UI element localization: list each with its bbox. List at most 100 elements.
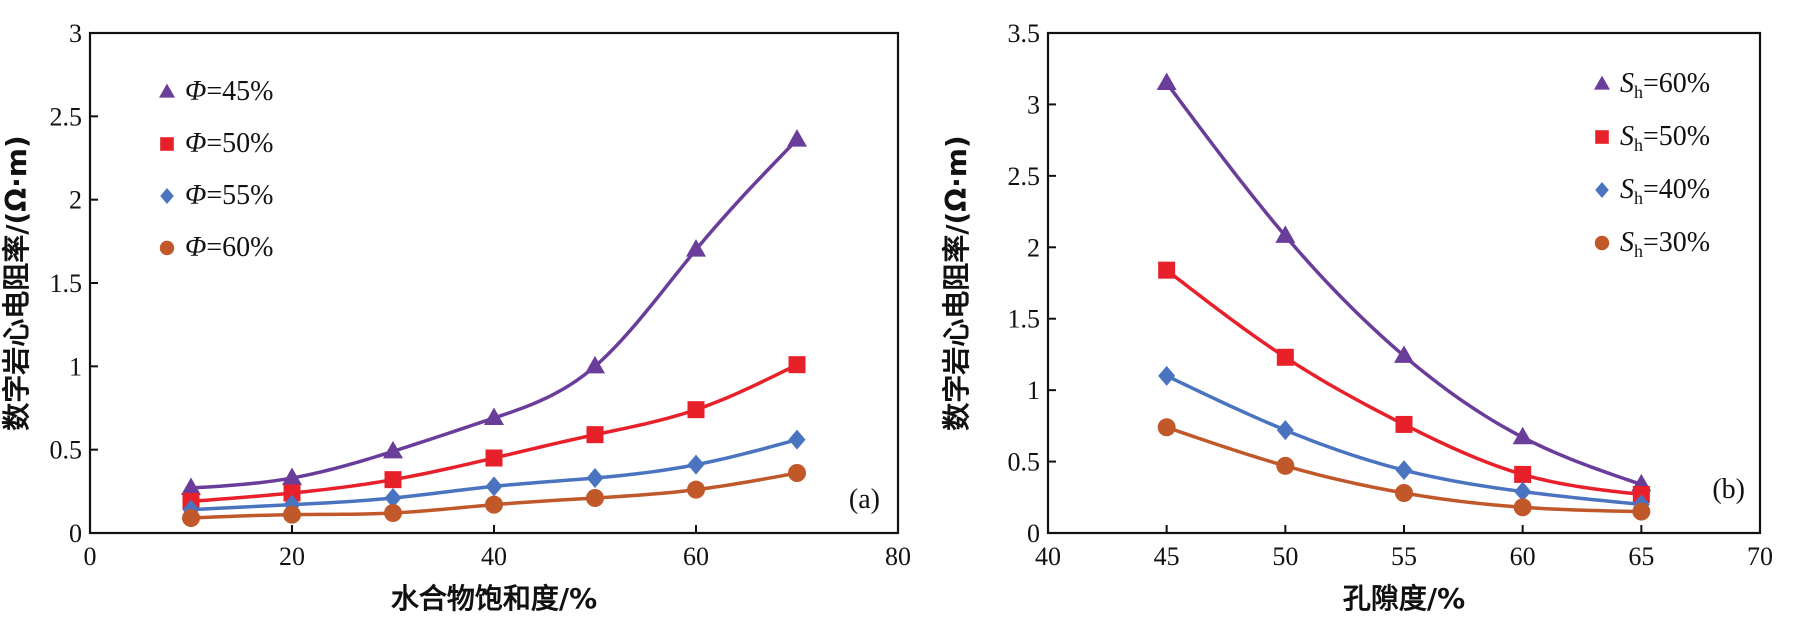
data-point [384, 488, 402, 508]
chart-panel-1: 0 20 40 60 80 0 0.5 1 1.5 2 2.5 3 水合物饱和度/% 数字岩心电阻率/(Ω… [0, 19, 911, 615]
data-point [1158, 261, 1176, 279]
data-point [1513, 498, 1532, 517]
legend: Φ=45% Φ=50% Φ=55% Φ=60% [159, 76, 273, 263]
data-point [384, 471, 402, 489]
x-axis-title: 孔隙度/% [1343, 582, 1465, 615]
x-tick-label: 70 [1747, 542, 1773, 571]
legend-label: Φ=60% [185, 232, 273, 263]
data-point [687, 454, 705, 475]
x-axis-title: 水合物饱和度/% [391, 582, 597, 615]
series-4 [1157, 418, 1651, 521]
y-tick-label: 1 [1027, 376, 1040, 405]
x-tick-label: 40 [1035, 542, 1061, 571]
data-point [686, 239, 706, 257]
data-point [586, 468, 604, 488]
data-point [485, 476, 503, 497]
data-point [1395, 415, 1413, 433]
data-point [687, 401, 705, 419]
x-tick-label: 55 [1391, 542, 1417, 571]
data-point [1276, 348, 1294, 366]
series-1 [1156, 72, 1652, 492]
legend-label: Sh=30% [1620, 227, 1710, 261]
legend-marker [1594, 235, 1610, 251]
data-point [283, 505, 301, 524]
data-point [282, 467, 302, 485]
x-tick-label: 60 [683, 542, 709, 571]
data-point [1632, 502, 1651, 521]
fit-curve [190, 138, 799, 490]
y-tick-label: 0.5 [1008, 448, 1041, 477]
legend-label: Sh=60% [1620, 68, 1710, 102]
y-tick-label: 3.5 [1008, 19, 1041, 48]
chart-panel-2: 40 45 50 55 60 65 70 0 0.5 1 1.5 2 2.5 3 3.5 孔隙度/% 数字岩心电… [940, 19, 1773, 615]
y-tick-label: 2 [69, 186, 82, 215]
legend-label: Sh=50% [1620, 121, 1710, 155]
legend-marker [159, 240, 175, 256]
x-tick-label: 60 [1510, 542, 1536, 571]
data-point [787, 129, 807, 147]
y-tick-label: 1.5 [50, 269, 83, 298]
panel-label: (a) [849, 484, 880, 515]
data-point [1395, 460, 1413, 481]
data-point [1156, 72, 1177, 90]
data-point [1158, 365, 1176, 386]
legend-marker [1595, 182, 1609, 198]
data-point [484, 407, 504, 425]
x-tick-label: 80 [885, 542, 911, 571]
data-point [384, 504, 402, 522]
legend-marker [160, 188, 174, 204]
x-tick-label: 50 [1272, 542, 1298, 571]
data-point [283, 494, 301, 515]
data-point [1394, 345, 1414, 363]
data-point [1514, 465, 1532, 483]
data-point [1514, 481, 1532, 502]
series-3 [182, 429, 806, 520]
x-tick-label: 65 [1628, 542, 1654, 571]
y-tick-label: 1.5 [1008, 305, 1041, 334]
legend: Sh=60% Sh=50% Sh=40% Sh=30% [1594, 68, 1710, 261]
legend-label: Φ=55% [185, 180, 273, 211]
legend-marker [159, 83, 175, 98]
y-tick-label: 0 [1027, 519, 1040, 548]
data-point [181, 477, 201, 495]
data-point [485, 495, 503, 514]
series-1 [181, 129, 807, 495]
plot-frame [1046, 31, 1762, 535]
data-point [1276, 420, 1294, 441]
data-point [383, 440, 403, 459]
legend-label: Sh=40% [1620, 174, 1710, 208]
x-tick-label: 0 [84, 542, 97, 571]
y-tick-label: 0.5 [50, 436, 83, 465]
data-point [485, 449, 503, 467]
legend-marker [1595, 130, 1609, 144]
data-point [788, 429, 806, 450]
data-point [788, 356, 806, 374]
data-point [182, 509, 200, 527]
data-point [1275, 225, 1296, 243]
y-axis-title: 数字岩心电阻率/(Ω·m) [0, 135, 33, 430]
data-point [1395, 484, 1413, 502]
series-3 [1158, 365, 1650, 515]
y-tick-label: 1 [69, 352, 82, 381]
series-2 [1158, 261, 1650, 503]
x-tick-label: 40 [481, 542, 507, 571]
legend-label: Φ=50% [185, 128, 273, 159]
y-tick-label: 2.5 [50, 102, 83, 131]
data-point [1157, 418, 1176, 437]
data-point [687, 480, 705, 499]
legend-marker [1594, 75, 1610, 90]
y-tick-label: 3 [1027, 90, 1040, 119]
y-tick-label: 2.5 [1008, 162, 1041, 191]
y-tick-label: 3 [69, 19, 82, 48]
y-tick-label: 2 [1027, 233, 1040, 262]
data-point [586, 489, 604, 507]
data-point [1276, 456, 1295, 475]
y-axis-title: 数字岩心电阻率/(Ω·m) [940, 135, 973, 430]
legend-label: Φ=45% [185, 76, 273, 107]
x-tick-label: 45 [1154, 542, 1180, 571]
series-4 [182, 464, 806, 527]
x-tick-label: 20 [279, 542, 305, 571]
data-point [283, 484, 301, 502]
panel-label: (b) [1712, 474, 1745, 505]
